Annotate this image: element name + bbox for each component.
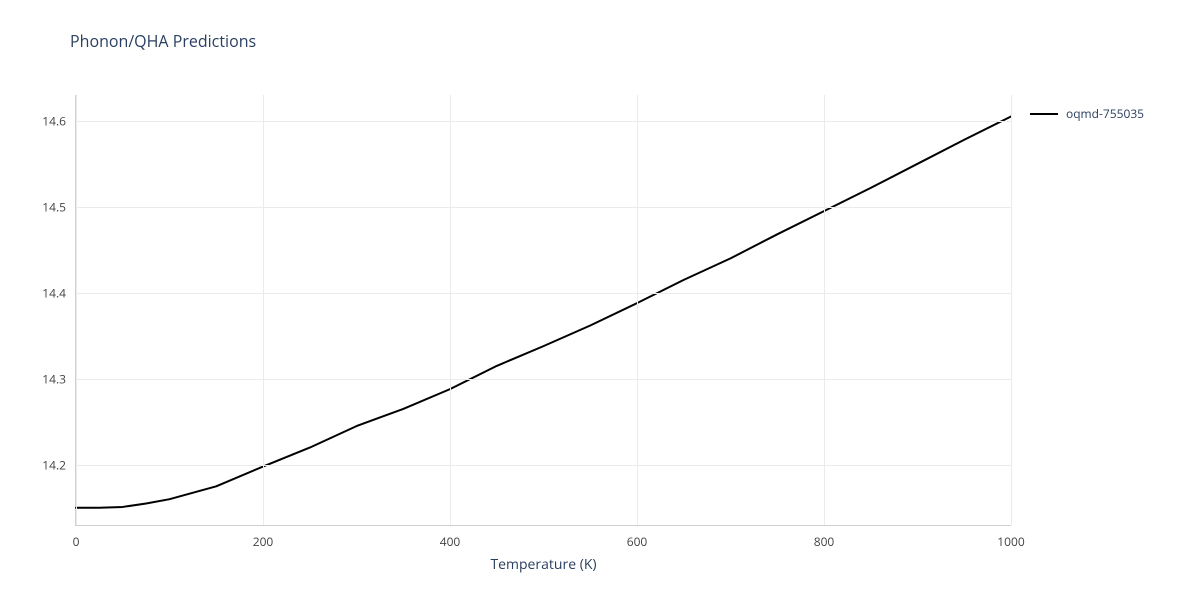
x-tick-label: 200 [253,533,274,550]
gridline-h [76,379,1011,380]
gridline-v [450,95,451,525]
gridline-v [76,95,77,525]
gridline-h [76,293,1011,294]
x-tick-label: 600 [627,533,648,550]
y-tick-label: 14.2 [42,456,66,473]
y-tick-label: 14.3 [42,370,66,387]
gridline-h [76,465,1011,466]
x-axis-label: Temperature (K) [490,555,596,574]
gridline-v [637,95,638,525]
gridline-v [1011,95,1012,525]
chart-container: Phonon/QHA Predictions Temperature (K) V… [0,0,1200,600]
plot-area[interactable]: Temperature (K) Volume (Å^3/atom) 020040… [75,95,1011,526]
x-tick-label: 0 [73,533,80,550]
x-tick-label: 800 [814,533,835,550]
chart-title: Phonon/QHA Predictions [70,30,256,52]
legend[interactable]: oqmd-755035 [1030,105,1144,122]
y-tick-label: 14.4 [42,284,66,301]
gridline-v [824,95,825,525]
gridline-h [76,121,1011,122]
legend-swatch [1030,113,1058,115]
x-tick-label: 400 [440,533,461,550]
gridline-v [263,95,264,525]
line-layer [76,95,1011,525]
x-tick-label: 1000 [997,533,1024,550]
y-tick-label: 14.6 [42,112,66,129]
legend-series-label[interactable]: oqmd-755035 [1066,105,1144,122]
series-line[interactable] [76,117,1011,508]
gridline-h [76,207,1011,208]
y-tick-label: 14.5 [42,198,66,215]
